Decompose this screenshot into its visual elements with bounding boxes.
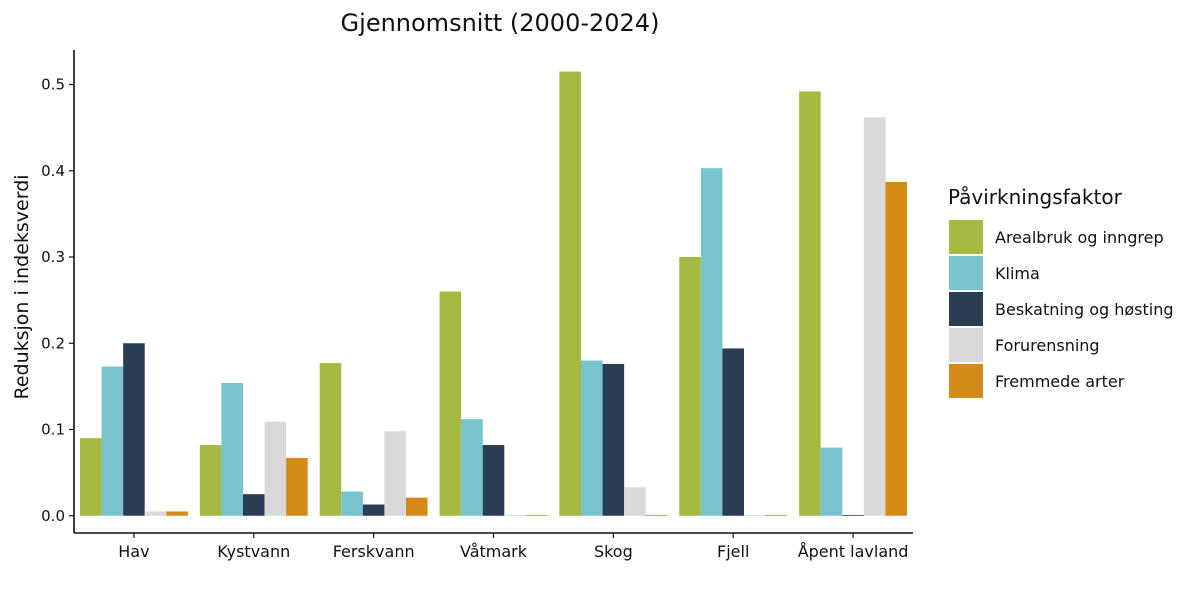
bar <box>624 487 646 516</box>
bar <box>700 168 723 516</box>
x-tick-label: Våtmark <box>460 542 528 561</box>
bar <box>679 257 701 516</box>
y-tick-label: 0.3 <box>41 248 65 266</box>
y-tick-label: 0.4 <box>41 162 65 180</box>
bar <box>820 447 843 516</box>
plot-area <box>79 71 907 516</box>
legend-label: Forurensning <box>995 336 1100 355</box>
bar <box>602 363 625 516</box>
y-tick-label: 0.0 <box>41 507 65 525</box>
chart-title: Gjennomsnitt (2000-2024) <box>341 9 660 37</box>
bar <box>863 117 886 516</box>
y-tick-label: 0.1 <box>41 421 65 439</box>
y-tick-label: 0.5 <box>41 76 65 94</box>
axes: Hav Kystvann Ferskvann Våtmark Skog Fjell Åpen… <box>41 50 913 561</box>
bar <box>166 511 188 516</box>
bar <box>525 514 548 516</box>
bar <box>341 491 363 516</box>
x-tick-label: Skog <box>594 542 633 561</box>
x-tick-label: Åpent lavland <box>798 542 909 561</box>
bar <box>885 181 907 516</box>
bar <box>461 419 483 516</box>
bar <box>482 445 505 516</box>
legend-swatch <box>949 328 983 362</box>
legend-label: Klima <box>995 264 1040 283</box>
y-tick-label: 0.2 <box>41 334 65 352</box>
bar <box>581 360 603 516</box>
bar <box>243 494 265 516</box>
bar <box>101 366 124 516</box>
bar <box>384 431 406 516</box>
bar <box>439 291 462 516</box>
x-tick-label: Kystvann <box>217 542 290 561</box>
bar <box>79 438 102 516</box>
bar <box>645 514 668 516</box>
x-tick-label: Fjell <box>717 542 749 561</box>
bar <box>362 504 385 516</box>
bar <box>842 514 864 516</box>
bar <box>199 445 222 516</box>
legend-label: Beskatning og høsting <box>995 300 1174 319</box>
bar <box>264 421 287 516</box>
legend-swatch <box>949 292 983 326</box>
legend: Påvirkningsfaktor Arealbruk og inngrep Kl… <box>948 185 1174 398</box>
bar <box>559 71 581 516</box>
y-axis-title: Reduksjon i indeksverdi <box>11 174 33 399</box>
x-tick-label: Ferskvann <box>333 542 415 561</box>
legend-label: Fremmede arter <box>995 372 1125 391</box>
bar <box>504 514 526 516</box>
bar <box>123 343 145 516</box>
bar <box>221 382 243 516</box>
bar <box>286 457 308 516</box>
bar <box>144 511 167 516</box>
bar <box>799 91 821 516</box>
bar <box>744 514 766 516</box>
bar <box>765 514 788 516</box>
bar <box>406 497 428 516</box>
bar <box>319 363 342 516</box>
legend-label: Arealbruk og inngrep <box>995 228 1164 247</box>
x-tick-label: Hav <box>118 542 149 561</box>
legend-swatch <box>949 256 983 290</box>
legend-swatch <box>949 220 983 254</box>
legend-title: Påvirkningsfaktor <box>948 185 1123 209</box>
legend-swatch <box>949 364 983 398</box>
bar <box>722 348 744 516</box>
